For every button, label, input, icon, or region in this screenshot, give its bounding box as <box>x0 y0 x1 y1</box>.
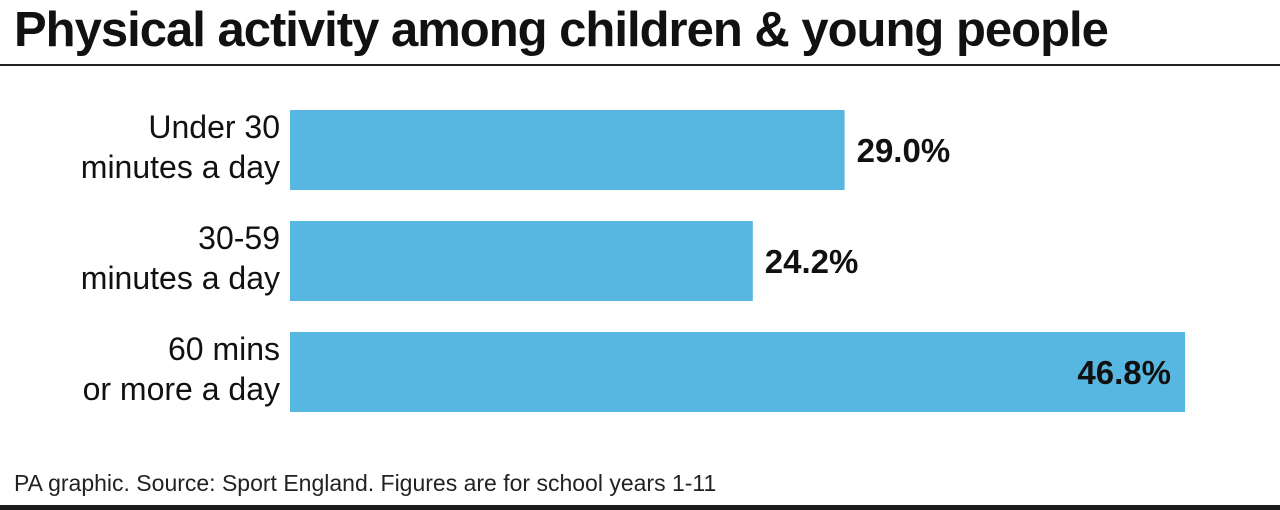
category-label: minutes a day <box>81 260 280 296</box>
data-label: 29.0% <box>857 132 951 169</box>
category-label: 30-59 <box>198 220 280 256</box>
bar-chart: 29.0% Under 30 minutes a day 24.2% 30-59 minu… <box>81 109 1185 412</box>
chart-title: Physical activity among children & young… <box>14 3 1109 57</box>
bar <box>290 332 1185 412</box>
data-label: 24.2% <box>765 243 859 280</box>
category-label: minutes a day <box>81 149 280 185</box>
category-label: 60 mins <box>168 331 280 367</box>
category-label: Under 30 <box>148 109 280 145</box>
bar <box>290 110 845 190</box>
category-label: or more a day <box>83 371 280 407</box>
data-label: 46.8% <box>1077 354 1171 391</box>
source-footer: PA graphic. Source: Sport England. Figur… <box>14 470 717 496</box>
bar <box>290 221 753 301</box>
bottom-bar <box>0 505 1280 510</box>
title-divider <box>0 64 1280 66</box>
